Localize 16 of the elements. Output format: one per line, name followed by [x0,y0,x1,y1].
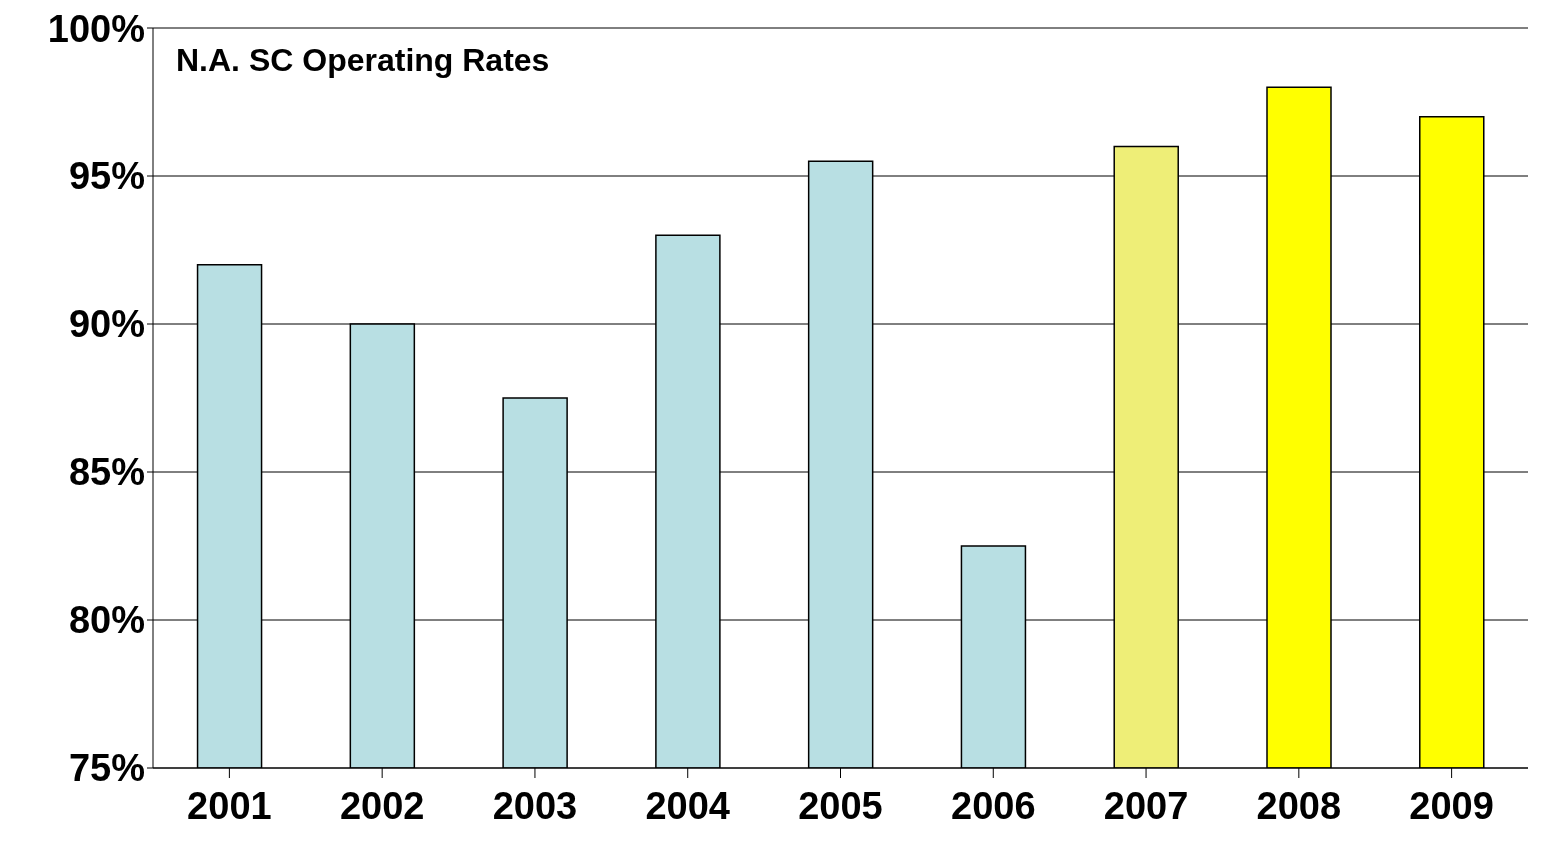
x-tick-label: 2002 [339,784,425,827]
x-tick-label: 2006 [951,784,1036,827]
x-tick-label: 2005 [798,784,883,827]
y-tick-label: 80% [68,599,145,642]
y-tick-label: 100% [47,7,145,50]
y-tick-label: 85% [68,451,145,494]
y-tick-label: 95% [68,155,145,198]
x-tick-label: 2003 [492,784,578,827]
x-tick-label: 2004 [645,784,730,827]
x-tick-label: 2009 [1409,784,1494,827]
y-tick-label: 90% [68,303,145,346]
chart-title: N.A. SC Operating Rates [176,42,550,79]
x-tick-label: 2007 [1103,784,1189,827]
y-tick-label: 75% [68,747,145,790]
x-tick-label: 2001 [187,784,272,827]
x-tick-label: 2008 [1256,784,1342,827]
